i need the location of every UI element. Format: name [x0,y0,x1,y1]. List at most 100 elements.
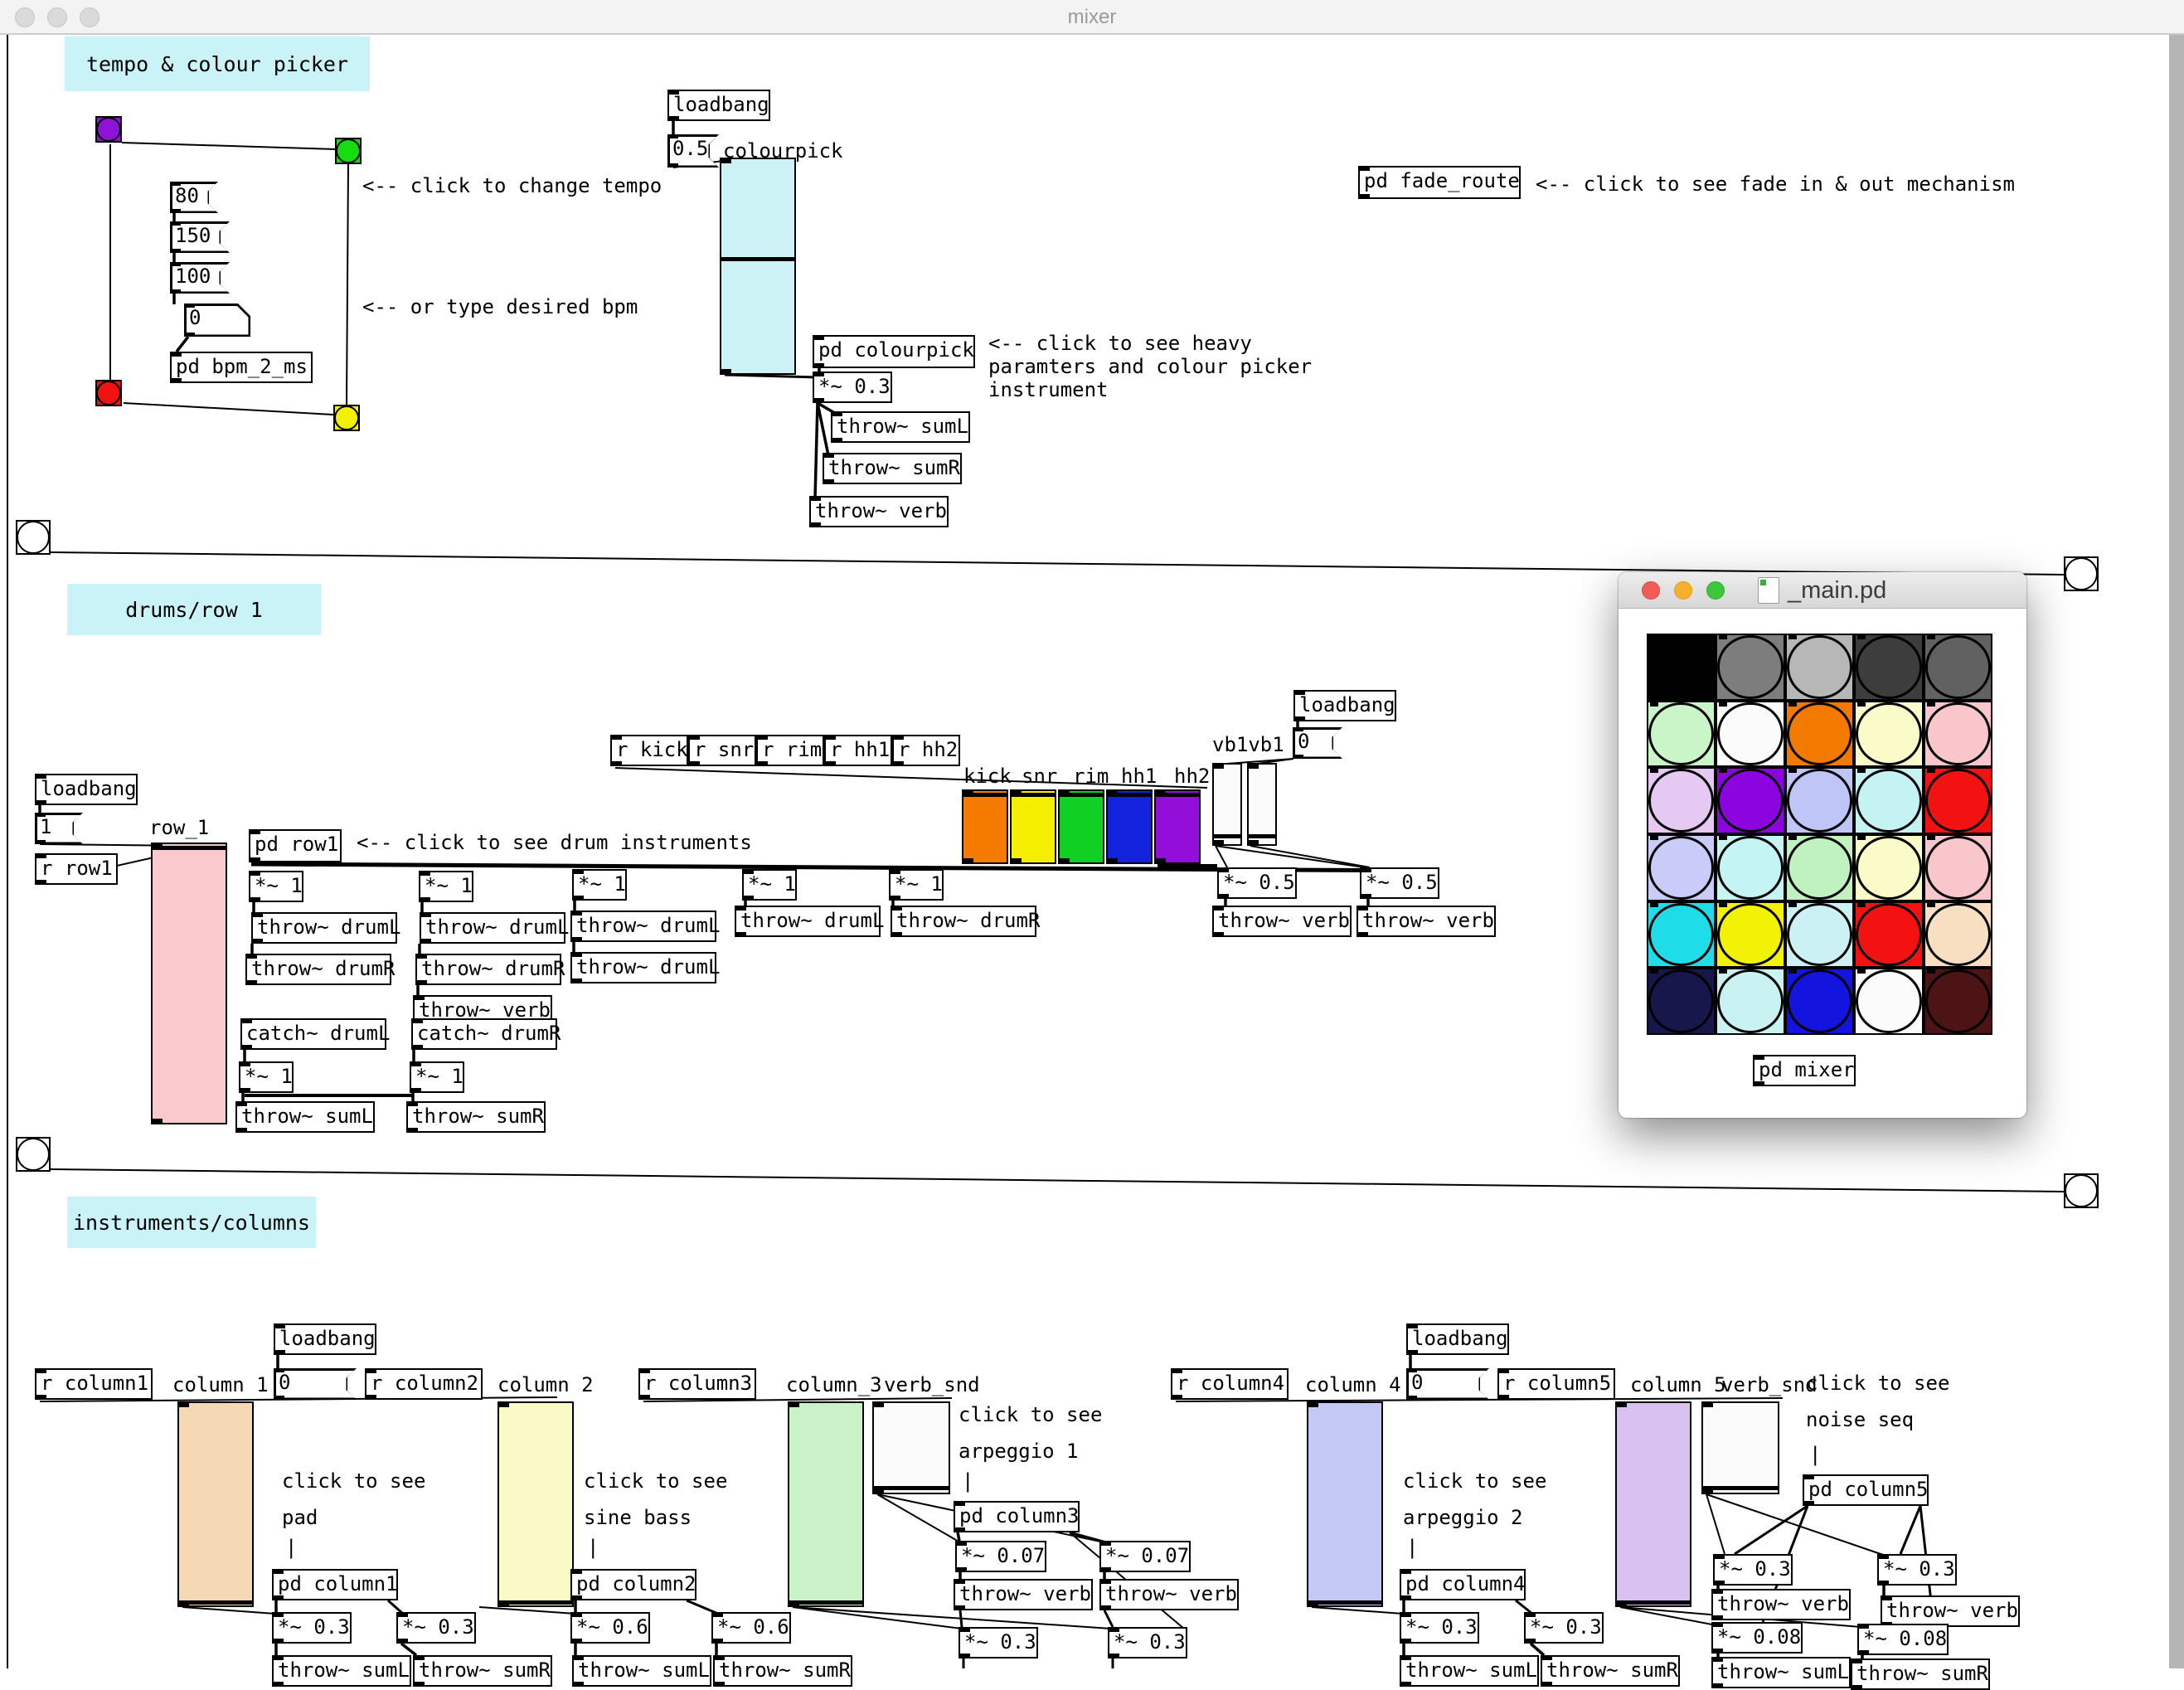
throw-sumR-object[interactable]: throw~ sumR [823,453,962,484]
slider-knob[interactable] [499,1600,572,1605]
throw-verb-object[interactable]: throw~ verb [954,1579,1093,1610]
gain-object[interactable]: *~ 0.3 [1713,1554,1793,1586]
vertical-scrollbar[interactable] [2167,35,2184,1668]
loadbang-columns-left[interactable]: loadbang [274,1323,376,1355]
catch-drumR-object[interactable]: catch~ drumR [411,1018,561,1050]
receive-hh2-object[interactable]: r hh2 [892,735,960,766]
slider-knob[interactable] [1012,793,1055,797]
throw-drumL-object[interactable]: throw~ drumL [570,911,720,942]
mixer-pad-bang[interactable] [1923,634,1992,701]
gain-object[interactable]: *~ 0.08 [1857,1624,1949,1655]
pd-column4-object[interactable]: pd column4 [1400,1569,1526,1600]
throw-drumR-object[interactable]: throw~ drumR [245,954,395,985]
tempo-msg-100[interactable]: 100 [170,262,230,294]
columns-right-msg-0[interactable]: 0 [1406,1368,1489,1400]
gain-object[interactable]: *~ 1 [419,871,473,902]
verb-snd-slider-2[interactable] [1701,1401,1779,1494]
gain-object[interactable]: *~ 1 [249,871,303,902]
gain-object[interactable]: *~ 1 [239,1061,294,1093]
separator-bang-left-2[interactable] [16,1137,51,1172]
mixer-pad-bang[interactable] [1923,700,1992,768]
receive-row1-object[interactable]: r row1 [35,853,118,885]
pd-mixer-object[interactable]: pd mixer [1753,1055,1856,1086]
mixer-pad-bang[interactable] [1647,767,1716,834]
gain-object[interactable]: *~ 0.3 [813,372,892,403]
colourpick-msg-05[interactable]: 0.5 [667,134,719,168]
mixer-pad-bang[interactable] [1647,901,1716,969]
mixer-pad-bang[interactable] [1784,700,1855,768]
vb-msg-0[interactable]: 0 [1293,727,1342,759]
pd-column1-object[interactable]: pd column1 [272,1569,398,1600]
throw-verb-object[interactable]: throw~ verb [809,496,949,527]
mixer-pad-bang[interactable] [1854,968,1924,1035]
mixer-pad-bang[interactable] [1854,833,1924,901]
gain-object[interactable]: *~ 0.07 [1099,1541,1191,1572]
mixer-pad-bang[interactable] [1923,833,1992,901]
mixer-pad-bang[interactable] [1854,767,1924,834]
vb-gain-object[interactable]: *~ 0.5 [1217,867,1297,899]
zoom-button[interactable] [80,7,99,27]
gain-object[interactable]: *~ 1 [742,869,797,901]
throw-sumL-object[interactable]: throw~ sumL [1400,1655,1539,1687]
loadbang-colourpick[interactable]: loadbang [667,90,770,121]
throw-verb-object[interactable]: throw~ verb [1881,1595,2020,1627]
mixer-pad-bang[interactable] [1784,833,1855,901]
throw-drumL-object[interactable]: throw~ drumL [251,912,400,944]
mixer-pad-bang[interactable] [1784,968,1855,1035]
slider-knob[interactable] [1617,1600,1690,1605]
gain-object[interactable]: *~ 0.3 [1400,1612,1479,1644]
mixer-pad-bang[interactable] [1716,968,1785,1035]
hh1-slider[interactable] [1106,789,1153,864]
separator-bang-left-1[interactable] [16,520,51,555]
mixer-pad-bang[interactable] [1716,901,1785,969]
tempo-bang-bottomleft[interactable] [95,380,122,406]
pd-column5-object[interactable]: pd column5 [1803,1474,1929,1506]
mixer-pad-bang[interactable] [1716,634,1785,701]
throw-drumR-object[interactable]: throw~ drumR [415,954,565,985]
throw-drumL-object[interactable]: throw~ drumL [420,912,569,944]
snr-slider[interactable] [1010,789,1056,864]
throw-sumR-object[interactable]: throw~ sumR [413,1655,552,1687]
tempo-bang-bottomright[interactable] [333,405,360,431]
throw-verb-object[interactable]: throw~ verb [1212,906,1352,937]
slider-knob[interactable] [721,257,794,261]
mixer-pad-bang[interactable] [1784,767,1855,834]
mixer-pad-bang[interactable] [1854,700,1924,768]
mixer-pad-bang[interactable] [1647,968,1716,1035]
tempo-bang-topright[interactable] [335,138,362,164]
throw-sumL-object[interactable]: throw~ sumL [272,1655,411,1687]
mixer-pad-bang[interactable] [1716,833,1785,901]
verb-snd-slider[interactable] [872,1401,950,1494]
gain-object[interactable]: *~ 0.3 [396,1612,476,1644]
rim-slider[interactable] [1058,789,1104,864]
vb1-slider-b[interactable] [1247,763,1277,846]
tempo-msg-150[interactable]: 150 [170,221,230,253]
slider-knob[interactable] [179,1600,252,1605]
drums-msg-1[interactable]: 1 [35,813,83,844]
window-titlebar[interactable]: mixer [0,0,2184,35]
gain-object[interactable]: *~ 1 [410,1061,464,1093]
mixer-pad-bang[interactable] [1923,901,1992,969]
kick-slider[interactable] [962,789,1008,864]
vb1-slider-a[interactable] [1212,763,1242,846]
throw-sumR-object[interactable]: throw~ sumR [713,1655,852,1687]
slider-knob[interactable] [874,1486,949,1490]
gain-object[interactable]: *~ 1 [572,869,627,901]
column2-slider[interactable] [497,1401,574,1607]
slider-knob[interactable] [1108,793,1151,797]
throw-verb-object[interactable]: throw~ verb [1711,1589,1851,1620]
gain-object[interactable]: *~ 0.3 [959,1627,1038,1658]
throw-verb-object[interactable]: throw~ verb [1357,906,1496,937]
receive-snr-object[interactable]: r snr [688,735,756,766]
colourpick-slider[interactable] [720,158,796,375]
slider-knob[interactable] [963,793,1007,797]
pd-fade-route-object[interactable]: pd fade_route [1358,166,1521,199]
mixer-pad-bang[interactable] [1647,700,1716,768]
mixer-pad-bang[interactable] [1784,634,1855,701]
gain-object[interactable]: *~ 0.6 [570,1612,650,1644]
catch-drumL-object[interactable]: catch~ drumL [240,1018,390,1050]
main-pd-titlebar[interactable]: _main.pd [1619,572,2026,609]
pd-column3-object[interactable]: pd column3 [954,1501,1080,1532]
column3-slider[interactable] [788,1401,864,1607]
gain-object[interactable]: *~ 0.3 [1108,1627,1187,1658]
